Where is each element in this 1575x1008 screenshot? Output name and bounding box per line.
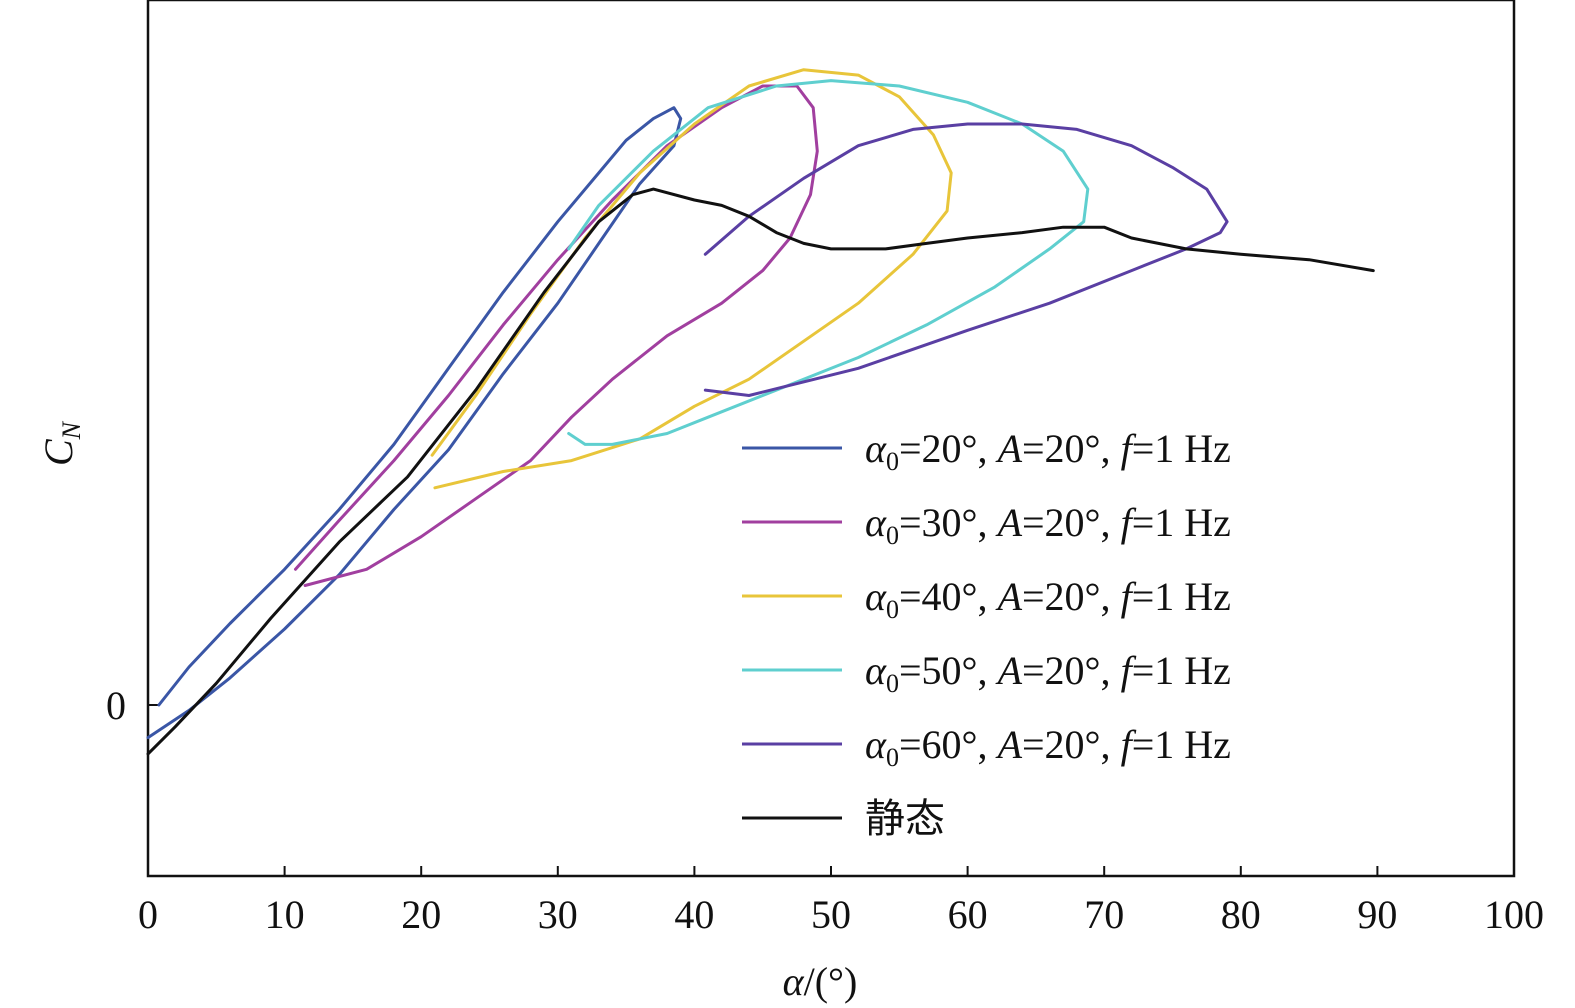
legend-entry: 静态	[865, 796, 945, 841]
legend-entry: α0=50°, A=20°, f=1 Hz	[865, 648, 1231, 698]
x-tick-label: 0	[138, 892, 158, 937]
x-tick-label: 100	[1484, 892, 1544, 937]
legend-entry: α0=40°, A=20°, f=1 Hz	[865, 574, 1231, 624]
series-lines	[146, 68, 1375, 756]
legend-entry: α0=60°, A=20°, f=1 Hz	[865, 722, 1231, 772]
x-axis-label-symbol: α	[783, 959, 805, 1004]
series-line-5	[703, 122, 1229, 397]
x-tick-label: 70	[1084, 892, 1124, 937]
x-tick-label: 90	[1357, 892, 1397, 937]
x-tick-label: 60	[948, 892, 988, 937]
x-tick-label: 80	[1221, 892, 1261, 937]
x-tick-label: 10	[265, 892, 305, 937]
y-axis-label: CN	[36, 420, 86, 466]
y-tick-label: 0	[106, 683, 126, 728]
y-axis-ticks: 0	[106, 683, 158, 728]
y-axis-label-sub: N	[57, 420, 86, 440]
legend: α0=20°, A=20°, f=1 Hz α0=30°, A=20°, f=1 …	[742, 426, 1231, 841]
legend-entry: α0=20°, A=20°, f=1 Hz	[865, 426, 1231, 476]
series-line-6	[146, 187, 1375, 756]
x-axis-ticks: 0 10 20 30 40 50 60 70 80 90 100	[138, 866, 1544, 937]
y-axis-label-main: C	[36, 438, 81, 466]
series-line-4	[567, 79, 1090, 446]
series-line-2	[294, 84, 819, 587]
x-axis-label: α/(°)	[783, 959, 858, 1004]
x-tick-label: 50	[811, 892, 851, 937]
legend-entry: α0=30°, A=20°, f=1 Hz	[865, 500, 1231, 550]
x-axis-label-unit: /(°)	[804, 959, 858, 1004]
series-line-1	[146, 106, 683, 740]
x-tick-label: 40	[674, 892, 714, 937]
series-line-3	[430, 68, 953, 490]
x-tick-label: 20	[401, 892, 441, 937]
x-tick-label: 30	[538, 892, 578, 937]
